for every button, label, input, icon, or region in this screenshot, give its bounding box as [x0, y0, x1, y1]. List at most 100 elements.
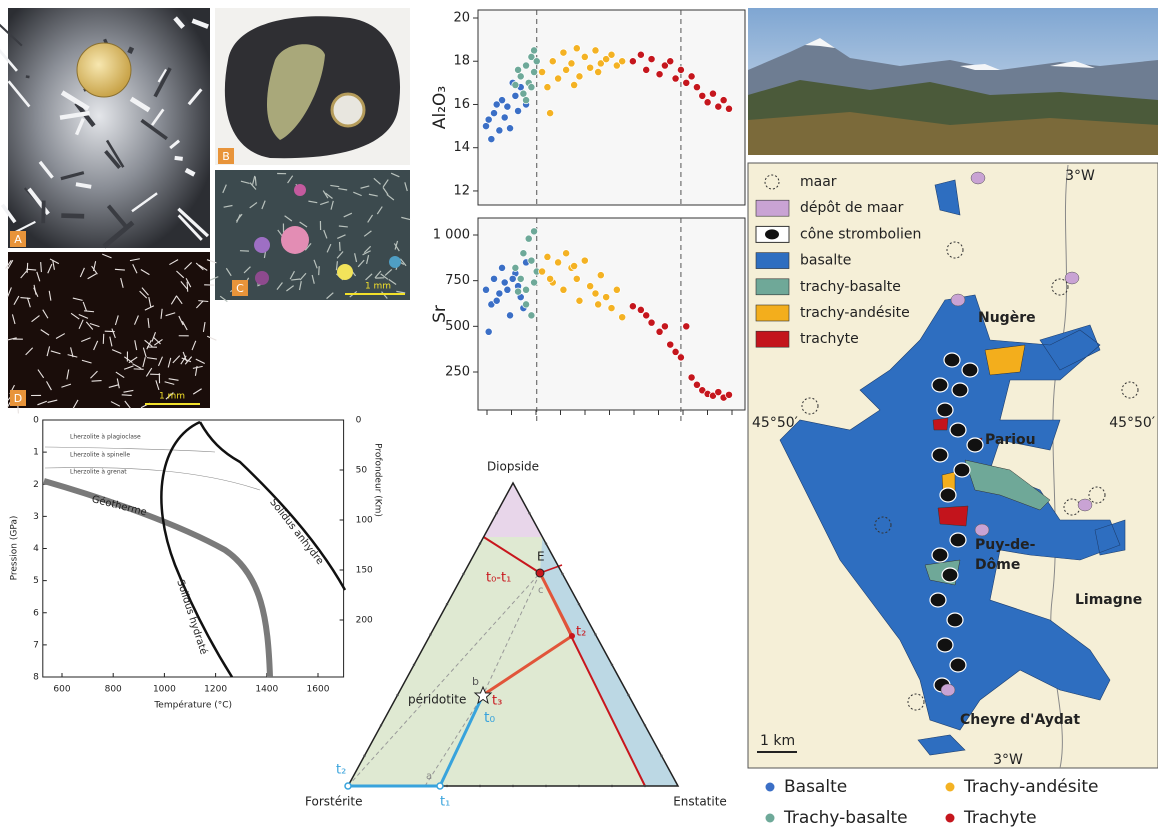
- photo-label: A: [14, 233, 22, 246]
- y-tick-label: 0: [33, 416, 39, 426]
- map-legend-label: trachy-basalte: [800, 279, 901, 295]
- vertex-label: Forstérite: [305, 795, 362, 809]
- data-point: [603, 294, 610, 301]
- map-label: 3°W: [993, 752, 1023, 768]
- figure: ABC1 mmD1 mm1214161820Al₂O₃2505007501 00…: [0, 0, 1158, 832]
- cone: [944, 353, 960, 367]
- data-point: [592, 290, 599, 297]
- data-point: [496, 290, 503, 297]
- tick-dot: [396, 694, 398, 696]
- y2-axis-label: Profondeur (Km): [373, 443, 383, 517]
- legend-swatch: [756, 279, 789, 295]
- tick-dot: [627, 694, 629, 696]
- y-tick-label: 4: [33, 544, 39, 554]
- photo-texture: [340, 242, 341, 251]
- data-point: [504, 103, 511, 110]
- data-point: [512, 81, 519, 88]
- photo-texture: [187, 282, 188, 292]
- y-tick-label: 12: [453, 183, 470, 198]
- tick-dot: [561, 573, 563, 575]
- x-tick-label: 600: [53, 685, 70, 695]
- data-point: [490, 275, 497, 282]
- data-point: [530, 279, 537, 286]
- x-tick-label: 800: [105, 685, 122, 695]
- data-point: [581, 257, 588, 264]
- x-axis-label: Température (°C): [153, 700, 232, 711]
- map-legend-label: basalte: [800, 253, 851, 269]
- data-point: [496, 127, 503, 134]
- legend-swatch: [756, 331, 789, 347]
- map-legend-label: trachy-andésite: [800, 305, 910, 321]
- data-point: [530, 47, 537, 54]
- data-point: [517, 73, 524, 80]
- y2-tick-label: 50: [356, 466, 368, 476]
- y-tick-label: 14: [453, 140, 470, 155]
- point: [536, 569, 544, 577]
- x-tick-label: 1000: [153, 685, 176, 695]
- crystal: [337, 264, 353, 280]
- cone: [932, 378, 948, 392]
- y-tick-label: 7: [33, 640, 39, 650]
- data-point: [619, 58, 626, 65]
- data-point: [522, 301, 529, 308]
- data-point: [643, 312, 650, 319]
- data-point: [613, 286, 620, 293]
- data-point: [563, 250, 570, 257]
- data-point: [693, 84, 700, 91]
- tick-dot: [479, 542, 481, 544]
- cone: [952, 383, 968, 397]
- tick-dot: [545, 785, 547, 787]
- data-point: [677, 66, 684, 73]
- tick-dot: [578, 603, 580, 605]
- map-legend-label: dépôt de maar: [800, 200, 904, 216]
- map-label: 3°W: [1065, 168, 1095, 184]
- map-label: Cheyre d'Aydat: [960, 712, 1080, 728]
- photo-texture: [129, 47, 132, 53]
- data-point: [525, 235, 532, 242]
- crystal: [255, 271, 269, 285]
- data-point: [530, 68, 537, 75]
- scale-label: 1 mm: [365, 282, 391, 292]
- annotation: Lherzolite à spinelle: [70, 452, 130, 459]
- legend-swatch: [756, 253, 789, 269]
- data-point: [648, 55, 655, 62]
- data-point: [560, 49, 567, 56]
- data-point: [595, 68, 602, 75]
- cone: [942, 568, 958, 582]
- tick-dot: [660, 755, 662, 757]
- data-point: [506, 312, 513, 319]
- tick-dot: [413, 664, 415, 666]
- data-point: [608, 51, 615, 58]
- tick-dot: [462, 573, 464, 575]
- data-point: [560, 286, 567, 293]
- data-point: [667, 341, 674, 348]
- photo-texture: [26, 77, 30, 78]
- tick-dot: [644, 785, 646, 787]
- tick-dot: [446, 603, 448, 605]
- y-tick-label: 16: [453, 97, 470, 112]
- data-point: [683, 323, 690, 330]
- cone: [932, 548, 948, 562]
- data-point: [490, 110, 497, 117]
- data-point: [568, 60, 575, 67]
- y-tick-label: 8: [33, 673, 39, 683]
- maar-deposit: [941, 684, 955, 696]
- vertex-label: Diopside: [487, 460, 539, 474]
- legend-label: Trachyte: [963, 808, 1037, 828]
- data-point: [573, 45, 580, 52]
- tick-dot: [594, 633, 596, 635]
- y2-tick-label: 150: [356, 566, 373, 576]
- ternary-label: t₀: [484, 710, 495, 726]
- data-point: [563, 66, 570, 73]
- map-label: Limagne: [1075, 592, 1142, 608]
- coin: [77, 43, 131, 97]
- data-point: [493, 101, 500, 108]
- data-point: [672, 75, 679, 82]
- data-point: [533, 58, 540, 65]
- cone: [947, 613, 963, 627]
- cone: [937, 638, 953, 652]
- photo-texture: [76, 184, 91, 187]
- photo-label: D: [14, 392, 22, 405]
- data-point: [504, 286, 511, 293]
- photo-texture: [115, 269, 125, 270]
